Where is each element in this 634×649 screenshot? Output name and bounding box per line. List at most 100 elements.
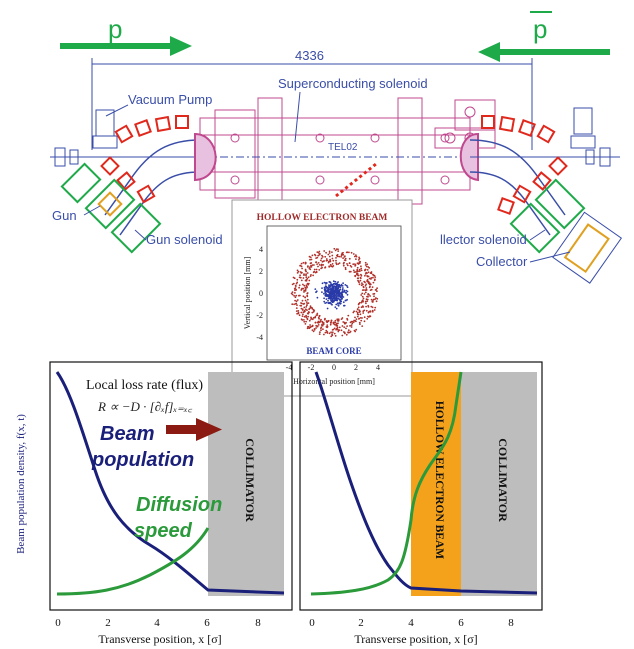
ring-point xyxy=(359,277,362,280)
ring-point xyxy=(308,279,311,282)
inset-x-tick: 4 xyxy=(376,363,380,372)
ring-point xyxy=(317,254,320,257)
ring-point xyxy=(364,281,366,284)
core-point xyxy=(337,297,340,300)
ring-point xyxy=(362,312,365,314)
inset-axes xyxy=(266,225,402,361)
ring-point xyxy=(333,332,336,335)
ring-point xyxy=(291,303,294,306)
ring-point xyxy=(354,316,356,319)
core-point xyxy=(343,304,346,307)
inset-ylabel: Vertical position [mm] xyxy=(243,256,252,329)
ring-point xyxy=(294,303,297,305)
inset-x-tick: -4 xyxy=(286,363,293,372)
ring-point xyxy=(307,315,309,318)
ring-point xyxy=(347,329,350,332)
ring-point xyxy=(295,289,298,291)
ring-point xyxy=(325,258,328,260)
left-x-tick: 4 xyxy=(154,617,160,629)
core-point xyxy=(335,287,337,290)
core-point xyxy=(323,300,326,303)
ring-point xyxy=(308,311,310,314)
ring-point xyxy=(313,268,316,271)
ring-point xyxy=(310,316,312,319)
ring-point xyxy=(309,266,311,269)
core-point xyxy=(338,302,340,305)
ring-point xyxy=(296,304,298,306)
core-point xyxy=(342,282,344,285)
ring-point xyxy=(357,303,360,306)
ring-point xyxy=(328,252,331,254)
ring-point xyxy=(338,326,341,329)
ring-point xyxy=(363,289,365,291)
antiproton-direction: p xyxy=(478,11,610,62)
ring-point xyxy=(330,331,332,334)
ring-point xyxy=(355,310,358,313)
ring-point xyxy=(346,319,349,321)
ring-point xyxy=(303,315,306,318)
bend-coils-right xyxy=(481,115,568,215)
ring-point xyxy=(331,331,334,334)
ring-point xyxy=(314,254,317,257)
proton-label: p xyxy=(108,14,122,44)
ring-point xyxy=(334,319,337,322)
core-point xyxy=(346,290,349,293)
inset-y-tick: -2 xyxy=(256,311,263,320)
core-point xyxy=(332,280,335,283)
ring-point xyxy=(317,316,320,319)
core-point xyxy=(316,296,319,299)
ring-point xyxy=(306,303,308,305)
ring-point xyxy=(338,255,341,258)
ring-point xyxy=(360,265,362,268)
ring-point xyxy=(357,279,359,282)
ring-point xyxy=(302,287,305,290)
ring-point xyxy=(301,315,304,317)
ring-point xyxy=(326,259,329,262)
ring-point xyxy=(326,324,329,326)
core-point xyxy=(321,291,323,293)
ring-point xyxy=(306,327,309,330)
core-point xyxy=(325,293,327,296)
core-point xyxy=(344,299,347,302)
ring-point xyxy=(300,302,302,304)
ring-point xyxy=(328,332,331,335)
ring-point xyxy=(317,265,319,268)
ring-point xyxy=(302,283,304,286)
ring-point xyxy=(294,285,297,287)
ring-point xyxy=(334,335,337,337)
ring-point xyxy=(332,259,335,262)
ring-point xyxy=(307,276,310,279)
ring-point xyxy=(351,322,354,325)
ring-point xyxy=(360,267,363,270)
core-point xyxy=(334,285,337,288)
superconducting-solenoid-label: Superconducting solenoid xyxy=(278,76,428,91)
ring-point xyxy=(368,286,371,289)
ring-point xyxy=(365,265,368,268)
ring-point xyxy=(295,300,298,303)
ring-point xyxy=(364,289,367,292)
ring-point xyxy=(298,284,301,287)
ring-point xyxy=(342,257,344,259)
ring-point xyxy=(356,315,359,318)
ring-point xyxy=(354,319,356,322)
ring-point xyxy=(375,297,377,299)
left-beam-population-curve xyxy=(55,371,285,595)
ring-point xyxy=(342,253,345,256)
ring-point xyxy=(370,288,373,291)
ring-point xyxy=(301,319,304,321)
ring-point xyxy=(362,286,365,289)
ring-point xyxy=(358,268,361,271)
ring-point xyxy=(328,266,331,268)
ring-point xyxy=(320,264,323,267)
ring-point xyxy=(304,262,307,265)
ring-point xyxy=(368,267,371,269)
left-collimator-label: COLLIMATOR xyxy=(243,438,257,522)
ring-point xyxy=(309,268,312,271)
core-point xyxy=(315,290,318,293)
dimension-label: 4336 xyxy=(295,48,324,63)
inset-scatter xyxy=(290,247,379,338)
ring-point xyxy=(329,323,332,326)
ring-point xyxy=(358,318,360,320)
ring-point xyxy=(348,270,351,273)
loss-rate-title: Local loss rate (flux) xyxy=(86,378,203,393)
